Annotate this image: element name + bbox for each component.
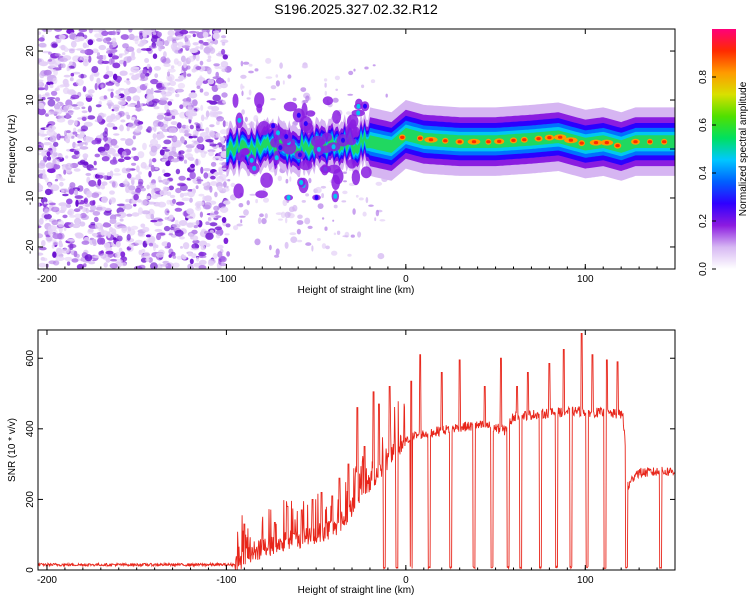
signal-track <box>226 100 675 181</box>
signal-core-peak <box>400 135 405 139</box>
snr-axes: -200 -100 0 100 0 200 400 600 <box>25 330 676 586</box>
spectrogram-x-tick-label: -100 <box>216 274 236 285</box>
signal-core-peak <box>497 139 502 143</box>
snr-plot-area <box>38 333 675 570</box>
colorbar-label: Normalized spectral amplitude <box>738 81 749 216</box>
signal-core-peak <box>547 136 552 140</box>
colorbar-tick-label: 0.4 <box>698 166 709 180</box>
snr-x-tick-label: -100 <box>216 575 236 586</box>
spectrogram-x-tick-label: 100 <box>577 274 594 285</box>
signal-core-peak <box>536 137 541 141</box>
signal-core-peak <box>457 140 462 144</box>
colorbar-tick-label: 0.8 <box>698 70 709 84</box>
signal-core-peak <box>558 135 563 139</box>
snr-x-tick-label: 100 <box>577 575 594 586</box>
colorbar-tick-label: 0.2 <box>698 214 709 228</box>
spectrogram-y-tick-label: -20 <box>25 239 36 254</box>
colorbar-tick-label: 0.0 <box>698 262 709 276</box>
spectrogram-x-tick-label: -200 <box>37 274 57 285</box>
signal-core-peak <box>593 141 599 145</box>
figure-title: S196.2025.327.02.32.R12 <box>274 1 438 17</box>
colorbar-ticks: 0.0 0.2 0.4 0.6 0.8 <box>698 70 716 276</box>
spectrogram-y-tick-label: -10 <box>25 190 36 205</box>
spectrogram-x-tick-label: 0 <box>403 274 409 285</box>
snr-y-tick-label: 0 <box>25 567 36 573</box>
signal-core-peak <box>633 140 638 144</box>
signal-core-peak <box>522 138 527 142</box>
signal-core-peak <box>568 138 574 142</box>
signal-core-peak <box>579 141 584 145</box>
signal-core-peak <box>647 140 653 144</box>
signal-core-peak <box>471 140 477 144</box>
snr-frame <box>37 329 676 571</box>
snr-y-tick-label: 600 <box>25 349 36 366</box>
signal-core-peak <box>511 138 516 142</box>
spectrogram-y-tick-label: 10 <box>25 94 36 106</box>
snr-x-tick-label: 0 <box>403 575 409 586</box>
colorbar-gradient <box>712 29 736 269</box>
colorbar-tick-label: 0.6 <box>698 118 709 132</box>
spectrogram-y-tick-label: 0 <box>25 146 36 152</box>
signal-core-peak <box>428 138 434 142</box>
snr-y-tick-label: 400 <box>25 420 36 437</box>
snr-y-tick-label: 200 <box>25 491 36 508</box>
spectrogram-y-tick-label: 20 <box>25 45 36 57</box>
colorbar: 0.0 0.2 0.4 0.6 0.8 Normalized spectral ampl… <box>698 29 749 276</box>
snr-series-line <box>38 333 675 570</box>
snr-x-tick-label: -200 <box>37 575 57 586</box>
snr-y-axis-label: SNR (10 * v/v) <box>7 418 18 482</box>
signal-core-peak <box>662 140 667 144</box>
snr-panel: -200 -100 0 100 0 200 400 600 Height of straigh… <box>7 329 676 596</box>
spectrogram-plot-area <box>38 29 675 269</box>
noise-speckle-region <box>38 29 232 269</box>
signal-core-peak <box>443 139 448 143</box>
spectrogram-x-axis-label: Height of straight line (km) <box>298 285 415 296</box>
signal-core-peak <box>615 144 620 148</box>
transition-blobs <box>232 92 372 203</box>
signal-core-peak <box>418 136 423 140</box>
snr-x-axis-label: Height of straight line (km) <box>298 585 415 596</box>
signal-core-peak <box>604 141 609 145</box>
signal-core-peak <box>486 140 491 144</box>
spectrogram-y-axis-label: Frequency (Hz) <box>7 115 18 184</box>
